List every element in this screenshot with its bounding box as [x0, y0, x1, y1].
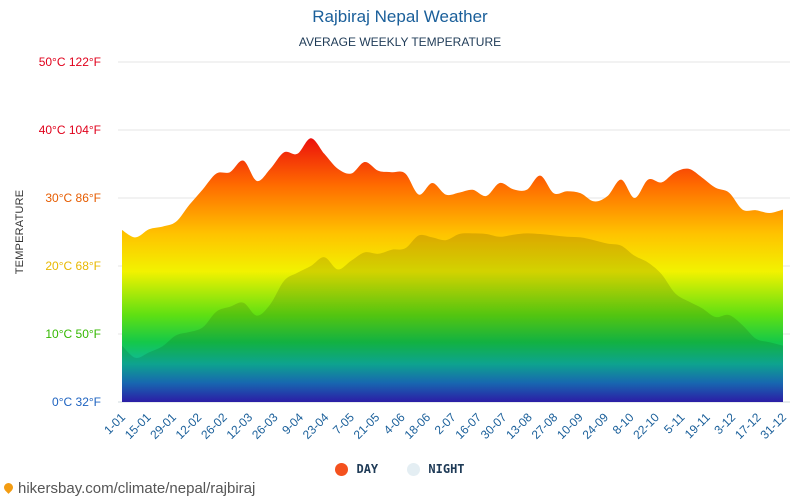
y-tick-label: 30°C 86°F: [45, 191, 101, 205]
y-tick-label: 20°C 68°F: [45, 259, 101, 273]
x-tick-label: 12-02: [173, 410, 205, 442]
x-tick-label: 31-12: [758, 410, 790, 442]
y-tick-label: 10°C 50°F: [45, 327, 101, 341]
day-dot-icon: [335, 462, 349, 476]
x-tick-label: 27-08: [529, 410, 561, 442]
y-tick-label: 40°C 104°F: [39, 123, 101, 137]
x-tick-labels: 1-0115-0129-0112-0226-0212-0326-039-0423…: [101, 410, 789, 442]
legend-night-label: NIGHT: [428, 462, 465, 476]
night-dot-icon: [407, 462, 421, 476]
x-tick-label: 21-05: [351, 410, 383, 442]
x-tick-label: 22-10: [630, 410, 662, 442]
x-tick-label: 26-03: [249, 410, 281, 442]
legend-night[interactable]: NIGHT: [407, 462, 465, 476]
footer-link[interactable]: hikersbay.com/climate/nepal/rajbiraj: [2, 480, 256, 497]
location-pin-icon: [2, 481, 15, 494]
x-tick-label: 10-09: [554, 410, 586, 442]
x-tick-label: 18-06: [402, 410, 434, 442]
night-area: [122, 233, 783, 402]
y-tick-label: 50°C 122°F: [39, 55, 101, 69]
x-tick-label: 19-11: [682, 410, 713, 441]
legend: DAY NIGHT: [0, 462, 800, 479]
x-tick-label: 26-02: [198, 410, 230, 442]
chart-subtitle: AVERAGE WEEKLY TEMPERATURE: [298, 35, 502, 49]
chart-title: Rajbiraj Nepal Weather: [312, 7, 488, 26]
x-tick-label: 30-07: [478, 410, 510, 442]
y-tick-label: 0°C 32°F: [52, 395, 101, 409]
legend-day-label: DAY: [356, 462, 379, 476]
x-tick-label: 13-08: [503, 410, 535, 442]
x-tick-label: 29-01: [147, 410, 179, 442]
x-tick-label: 15-01: [122, 410, 154, 442]
x-tick-label: 12-03: [224, 410, 256, 442]
x-tick-label: 24-09: [580, 410, 612, 442]
x-tick-label: 17-12: [732, 410, 764, 442]
legend-day[interactable]: DAY: [335, 462, 378, 476]
y-tick-labels: 0°C 32°F 10°C 50°F 20°C 68°F 30°C 86°F 40°C …: [39, 55, 101, 409]
x-tick-label: 16-07: [452, 410, 484, 442]
footer-text: hikersbay.com/climate/nepal/rajbiraj: [18, 480, 256, 497]
x-tick-label: 23-04: [300, 410, 332, 442]
